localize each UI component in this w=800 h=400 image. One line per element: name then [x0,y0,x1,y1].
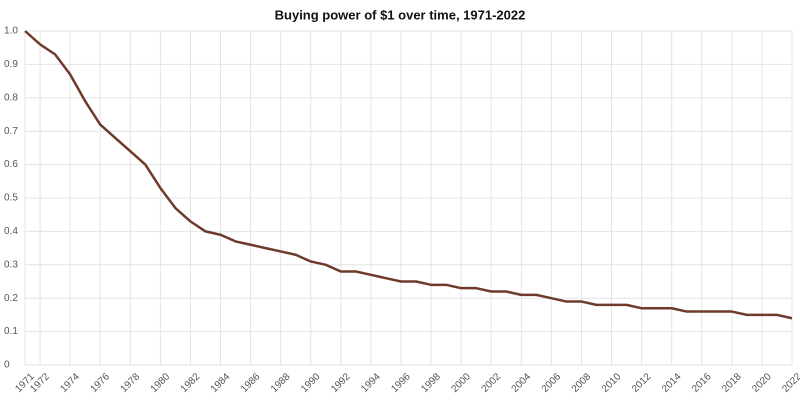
x-tick-label: 1982 [179,371,203,395]
y-tick-label: 0.1 [4,326,18,337]
x-tick-label: 1988 [269,371,293,395]
data-line [24,30,793,320]
x-tick-label: 1986 [239,371,263,395]
y-tick-label: 0.5 [4,193,18,204]
y-tick-label: 1.0 [4,26,18,37]
y-tick-label: 0.9 [4,59,18,70]
x-tick-label: 2006 [540,371,564,395]
x-tick-label: 2020 [750,371,774,395]
x-tick-label: 1998 [419,371,443,395]
x-tick-label: 2002 [480,371,504,395]
y-tick-label: 0 [4,360,10,371]
x-tick-label: 1978 [119,371,143,395]
x-tick-label: 2000 [449,371,473,395]
y-tick-label: 0.7 [4,126,18,137]
x-tick-label: 2008 [570,371,594,395]
y-tick-label: 0.3 [4,259,18,270]
y-tick-label: 0.8 [4,92,18,103]
x-tick-label: 1984 [209,371,233,395]
x-tick-label: 1990 [299,371,323,395]
x-tick-label: 1992 [329,371,353,395]
x-tick-label: 2018 [720,371,744,395]
y-tick-label: 0.2 [4,293,18,304]
x-tick-label: 2004 [510,371,534,395]
x-tick-label: 1980 [149,371,173,395]
x-tick-label: 2016 [690,371,714,395]
x-tick-label: 2010 [600,371,624,395]
x-tick-label: 2012 [630,371,654,395]
x-tick-label: 2014 [660,371,684,395]
x-tick-label: 2022 [780,371,800,395]
chart-title: Buying power of $1 over time, 1971-2022 [275,7,526,22]
x-tick-label: 1994 [359,371,383,395]
x-tick-label: 1996 [389,371,413,395]
x-tick-label: 1974 [58,371,82,395]
y-tick-label: 0.6 [4,159,18,170]
y-tick-label: 0.4 [4,226,18,237]
x-tick-label: 1976 [89,371,113,395]
